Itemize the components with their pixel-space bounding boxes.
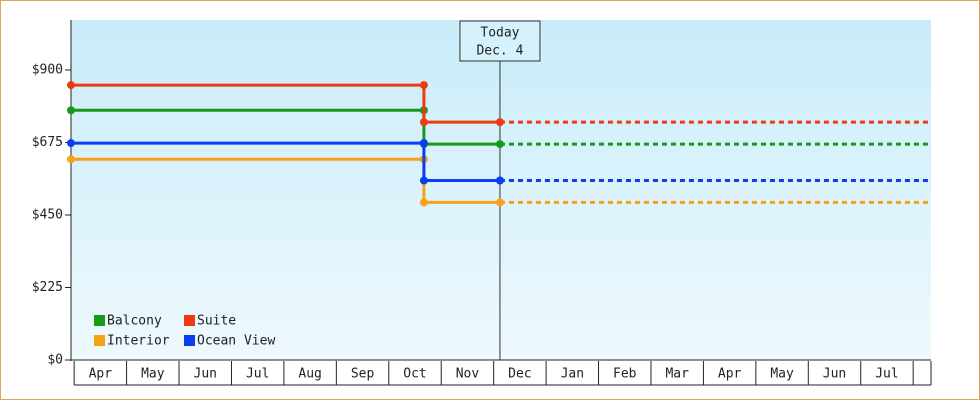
point	[495, 140, 504, 149]
x-tick-label: Jul	[875, 367, 898, 382]
point	[419, 81, 428, 90]
series-line	[71, 141, 500, 182]
x-tick-label: May	[770, 367, 794, 382]
today-box	[459, 20, 541, 62]
point	[419, 139, 428, 148]
series-line	[71, 108, 500, 146]
x-tick-label: Jun	[823, 367, 846, 382]
x-tick-label: Apr	[718, 367, 742, 382]
y-tick-label: $225	[32, 280, 63, 295]
legend-label: Ocean View	[197, 334, 275, 349]
point	[67, 81, 75, 90]
x-tick-label: Feb	[613, 367, 637, 382]
legend-swatch	[94, 315, 105, 326]
x-tick-label: Aug	[298, 367, 321, 382]
x-tick-label: Sep	[351, 367, 375, 382]
y-tick-label: $900	[32, 62, 63, 77]
point	[419, 176, 428, 185]
x-tick-label: Jan	[561, 367, 584, 382]
today-label: Today	[480, 26, 519, 41]
series-line	[71, 83, 500, 124]
today-label: Dec. 4	[476, 44, 523, 59]
point	[67, 106, 75, 115]
point	[495, 198, 504, 207]
plot-area	[71, 20, 931, 360]
x-tick-label: Dec	[508, 367, 531, 382]
x-tick-label: Jul	[246, 367, 269, 382]
x-tick-label: Mar	[665, 367, 689, 382]
legend-swatch	[94, 335, 105, 346]
x-tick-label: Nov	[456, 367, 480, 382]
point	[419, 118, 428, 127]
point	[495, 176, 504, 185]
legend-label: Interior	[107, 334, 170, 349]
legend-swatch	[184, 335, 195, 346]
x-tick-label: Oct	[403, 367, 426, 382]
legend-swatch	[184, 315, 195, 326]
y-tick-label: $675	[32, 135, 63, 150]
x-tick-label: May	[141, 367, 165, 382]
y-tick-label: $450	[32, 207, 63, 222]
y-tick-label: $0	[47, 353, 63, 368]
point	[67, 139, 75, 148]
x-tick-label: Apr	[89, 367, 113, 382]
x-tick-label: Jun	[194, 367, 217, 382]
point	[419, 198, 428, 207]
legend-label: Suite	[197, 314, 236, 329]
legend-label: Balcony	[107, 314, 162, 329]
point	[67, 155, 75, 164]
point	[495, 118, 504, 127]
